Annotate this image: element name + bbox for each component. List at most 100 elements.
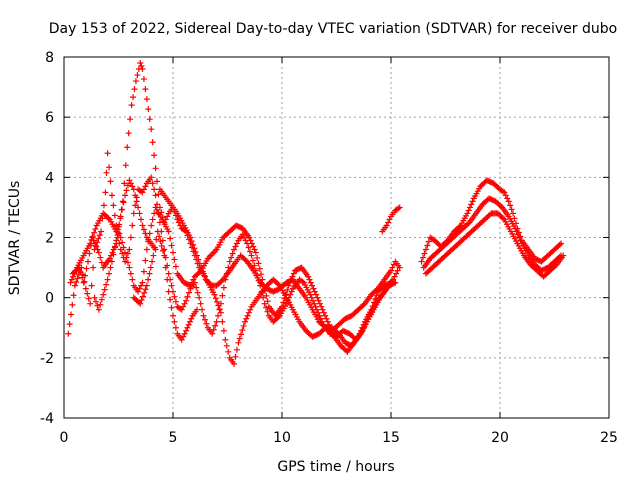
data-point bbox=[318, 303, 325, 310]
data-point bbox=[122, 192, 129, 199]
data-point bbox=[172, 324, 179, 331]
data-point bbox=[68, 276, 75, 283]
data-point bbox=[155, 210, 162, 217]
data-point bbox=[88, 236, 95, 243]
data-point bbox=[124, 259, 131, 266]
data-point bbox=[100, 202, 107, 209]
data-point bbox=[147, 264, 154, 271]
data-point bbox=[72, 267, 79, 274]
data-point bbox=[552, 262, 559, 269]
data-point bbox=[228, 254, 235, 261]
data-point bbox=[219, 292, 226, 299]
data-point bbox=[267, 287, 274, 294]
data-point bbox=[258, 271, 265, 278]
data-point bbox=[181, 300, 188, 307]
data-point bbox=[149, 258, 156, 265]
data-point bbox=[240, 322, 247, 329]
data-point bbox=[73, 279, 80, 286]
data-point bbox=[183, 280, 190, 287]
data-point bbox=[212, 295, 219, 302]
data-point bbox=[351, 335, 358, 342]
data-point bbox=[315, 309, 322, 316]
data-point bbox=[188, 238, 195, 245]
data-point bbox=[233, 222, 240, 229]
data-point bbox=[70, 273, 77, 280]
data-point bbox=[241, 234, 248, 241]
data-point bbox=[266, 286, 273, 293]
data-point bbox=[323, 325, 330, 332]
data-point bbox=[135, 288, 142, 295]
data-point bbox=[167, 235, 174, 242]
data-point bbox=[250, 243, 257, 250]
data-point bbox=[74, 275, 81, 282]
data-point bbox=[155, 191, 162, 198]
data-point bbox=[139, 66, 146, 73]
data-point bbox=[142, 286, 149, 293]
data-point bbox=[194, 289, 201, 296]
data-point bbox=[233, 346, 240, 353]
data-point bbox=[192, 248, 199, 255]
data-point bbox=[148, 126, 155, 133]
data-point bbox=[239, 327, 246, 334]
data-point bbox=[271, 288, 278, 295]
data-point bbox=[114, 229, 121, 236]
data-point bbox=[170, 249, 176, 256]
data-point bbox=[464, 210, 471, 217]
data-point bbox=[87, 300, 94, 307]
data-point bbox=[95, 235, 102, 242]
data-point bbox=[195, 256, 202, 263]
data-point bbox=[98, 228, 105, 235]
data-point bbox=[310, 285, 317, 292]
data-point bbox=[313, 291, 320, 298]
data-point bbox=[465, 207, 472, 214]
data-point bbox=[418, 258, 425, 265]
data-point bbox=[389, 264, 396, 271]
data-point bbox=[165, 288, 172, 295]
data-point bbox=[119, 239, 126, 246]
data-point bbox=[322, 312, 329, 319]
data-point bbox=[237, 224, 244, 231]
data-point bbox=[95, 306, 102, 313]
data-point bbox=[65, 330, 72, 337]
data-point bbox=[126, 264, 133, 271]
x-tick-label: 10 bbox=[273, 430, 291, 446]
data-point bbox=[132, 78, 139, 85]
data-point bbox=[167, 296, 174, 303]
data-point bbox=[106, 270, 113, 277]
data-point bbox=[311, 300, 318, 307]
data-point bbox=[140, 226, 147, 233]
data-point bbox=[122, 249, 129, 256]
data-point bbox=[259, 276, 266, 283]
x-tick-label: 0 bbox=[60, 430, 69, 446]
data-point bbox=[151, 186, 158, 193]
data-point bbox=[124, 250, 131, 257]
data-point bbox=[196, 260, 203, 267]
data-point bbox=[201, 316, 208, 323]
y-axis-label: SDTVAR / TECUs bbox=[7, 181, 23, 296]
data-point bbox=[124, 144, 131, 151]
data-point bbox=[84, 290, 91, 297]
data-point bbox=[143, 96, 150, 103]
data-point bbox=[517, 237, 524, 244]
data-point bbox=[244, 240, 251, 247]
data-point bbox=[191, 245, 198, 252]
data-point bbox=[373, 286, 380, 293]
data-point bbox=[261, 300, 268, 307]
data-point bbox=[466, 204, 473, 211]
data-point bbox=[122, 258, 129, 265]
data-point bbox=[280, 299, 287, 306]
data-point bbox=[220, 327, 227, 334]
data-point bbox=[342, 328, 349, 335]
axis-ticks: 0 5 10 15 20 25 -4 -2 0 2 4 6 8 bbox=[40, 50, 618, 446]
data-point bbox=[191, 279, 198, 286]
data-point bbox=[134, 72, 141, 79]
data-point bbox=[235, 339, 242, 346]
data-point bbox=[342, 315, 349, 322]
data-point bbox=[187, 318, 194, 325]
data-point bbox=[128, 102, 135, 109]
data-point bbox=[421, 250, 428, 257]
data-point bbox=[117, 213, 124, 220]
data-point bbox=[490, 197, 497, 204]
data-point bbox=[94, 246, 101, 253]
data-point bbox=[362, 321, 369, 328]
